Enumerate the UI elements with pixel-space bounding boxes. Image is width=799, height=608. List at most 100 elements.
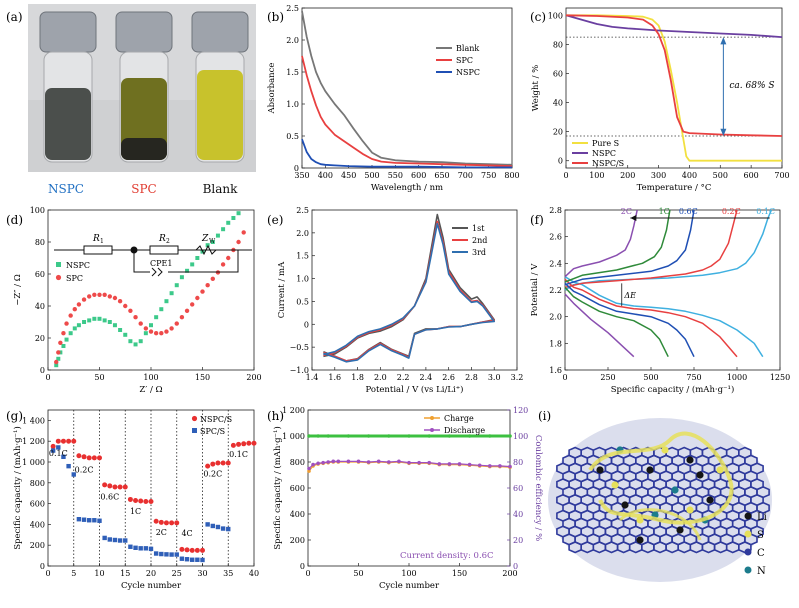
y2-tick-label: 120: [513, 406, 528, 415]
data-point-spc: [143, 326, 149, 331]
data-point-nspc: [97, 316, 102, 321]
rate-label-g: 1C: [130, 507, 141, 516]
rate-label-2C: 2C: [621, 207, 632, 216]
data-point-spc: [241, 230, 246, 235]
y-tick-label-b: 1.0: [286, 100, 299, 109]
y-axis-label-d: −Z″ / Ω: [13, 274, 23, 306]
atom: [636, 536, 644, 544]
x-tick-label-c: 200: [620, 171, 635, 180]
data-point-spc: [54, 359, 59, 365]
discharge-curve-1C: [564, 286, 669, 358]
x-axis-label-f: Specific capacity / (mAh·g⁻¹): [611, 384, 735, 395]
y-tick-label-e: −1.0: [290, 366, 309, 375]
panel-label-e: (e): [267, 213, 283, 227]
data-point-spc-s: [102, 535, 107, 541]
data-point-nspc-s: [251, 440, 257, 446]
x-tick-label-f: 0: [562, 373, 567, 382]
data-point-spc-s: [169, 552, 174, 557]
x-tick-label-e: 2.6: [442, 373, 455, 382]
data-point-spc: [87, 294, 92, 299]
y-tick-label-e: 1.0: [296, 275, 309, 284]
data-point-coulombic-efficiency: [346, 434, 351, 438]
data-point-nspc-s: [127, 496, 133, 502]
data-point-spc: [184, 308, 190, 313]
charts-layer: 350 400 450 500 550 600 650 700 750 80000.51.01.5…: [12, 4, 790, 591]
atom: [676, 526, 684, 534]
circuit-label-r: R: [158, 234, 166, 244]
rate-arrow-head: [630, 215, 637, 221]
atom: [661, 446, 669, 454]
y2-tick-label: 20: [513, 536, 523, 545]
vial-nspc: [39, 11, 97, 163]
data-point-nspc-s: [189, 547, 195, 553]
plot-frame-f: [564, 209, 781, 371]
rate-label-g: 0.2C: [75, 465, 94, 474]
circuit-label-sub: W: [209, 238, 216, 245]
plot-frame-e: [311, 209, 518, 371]
data-point-discharge: [477, 463, 482, 468]
data-point-nspc: [143, 331, 148, 336]
charge-curve-2C: [564, 209, 638, 278]
data-point-nspc-s: [143, 499, 149, 505]
data-point-coulombic-efficiency: [307, 434, 311, 438]
y2-tick-label: 80: [513, 458, 523, 467]
atom: [716, 466, 724, 474]
y-tick-label-f: 2.2: [549, 286, 562, 295]
x-tick-label-c: 100: [589, 171, 604, 180]
data-point-nspc-s: [220, 460, 226, 466]
x-tick-label-g: 10: [94, 569, 104, 578]
data-point-coulombic-efficiency: [467, 434, 472, 438]
discharge-curve-0.6C: [564, 282, 695, 358]
circuit-label-sub: 1: [100, 238, 104, 245]
y-tick-label-d: 0: [40, 366, 45, 375]
data-point-spc-s: [138, 546, 143, 551]
y-axis-label-h: Specific capacity / (mAh·g⁻¹): [272, 426, 283, 550]
data-point-discharge: [488, 464, 492, 468]
data-point-nspc: [154, 315, 159, 320]
legend-c-nspc: NSPC: [592, 149, 616, 158]
rate-label-g: 0.2C: [203, 470, 222, 479]
discharge-curve-0.2C: [564, 278, 738, 358]
series-line-nspc: [565, 14, 783, 38]
x-axis-label-c: Temperature / °C: [637, 183, 712, 193]
circuit-wire: [133, 250, 150, 273]
rate-label-g: 2C: [156, 528, 167, 537]
x-axis-label-b: Wavelength / nm: [371, 183, 443, 193]
data-point-nspc: [82, 320, 87, 324]
y-tick-label-d: 60: [35, 270, 45, 279]
y-tick-label-g: 1 000: [22, 458, 45, 467]
series-line-blank: [301, 11, 513, 166]
legend-li: Li: [757, 512, 767, 523]
panel-label-b: (b): [267, 10, 284, 24]
data-point-coulombic-efficiency: [488, 434, 492, 438]
data-point-nspc-s: [91, 455, 97, 461]
y-tick-label-e: −0.5: [290, 343, 309, 352]
data-point-nspc-s: [66, 438, 72, 444]
data-point-spc-s: [143, 546, 149, 551]
y-tick-label-g: 400: [30, 520, 45, 529]
data-point-nspc: [133, 342, 138, 347]
legend-d-marker: [55, 274, 62, 281]
data-point-spc-s: [220, 526, 226, 531]
cpe-element: [151, 267, 163, 277]
vial-spc: [115, 11, 173, 163]
data-point-spc-s: [81, 517, 87, 522]
y-axis-label-c: Weight / %: [531, 65, 541, 111]
rate-label-g: 0.6C: [100, 492, 119, 501]
data-point-nspc: [164, 299, 169, 304]
arrow-head-up: [720, 37, 727, 45]
x-tick-label-c: 400: [682, 171, 697, 180]
x-tick-label-g: 5: [71, 569, 76, 578]
circuit-label-cpe: CPE1: [150, 259, 172, 268]
data-point-spc-s: [200, 557, 205, 563]
data-point-discharge: [366, 460, 371, 464]
data-point-coulombic-efficiency: [508, 434, 512, 438]
legend-h-marker: [430, 428, 434, 432]
data-point-nspc: [107, 320, 112, 324]
data-point-coulombic-efficiency: [447, 434, 452, 438]
chart-b: 350 400 450 500 550 600 650 700 750 800 0 0.5 1.0 1.5…: [267, 4, 520, 193]
panel-label-g: (g): [6, 409, 23, 423]
x-tick-label-f: 250: [600, 373, 615, 382]
y2-tick-label: 40: [513, 510, 523, 519]
data-point-spc-s: [205, 522, 210, 527]
